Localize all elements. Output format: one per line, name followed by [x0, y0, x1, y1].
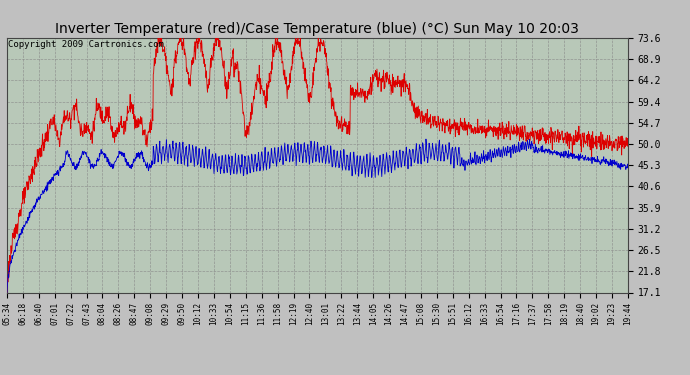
Title: Inverter Temperature (red)/Case Temperature (blue) (°C) Sun May 10 20:03: Inverter Temperature (red)/Case Temperat…	[55, 22, 580, 36]
Text: Copyright 2009 Cartronics.com: Copyright 2009 Cartronics.com	[8, 40, 164, 49]
